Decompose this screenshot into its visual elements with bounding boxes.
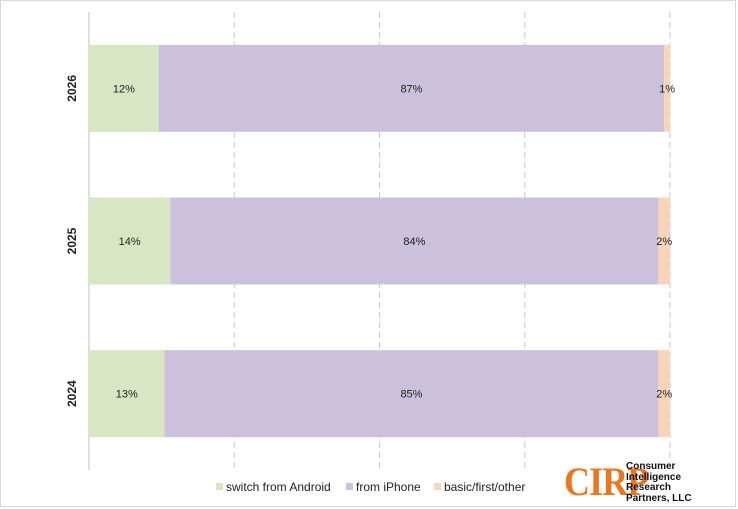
data-label-2024-series-2: 2% <box>656 389 672 401</box>
bar-2024-series-2 <box>658 350 670 438</box>
logo-line-1: Consumer <box>626 461 676 472</box>
bar-2026-series-1 <box>158 44 665 132</box>
bar-2025-series-1 <box>170 197 659 285</box>
bar-2026-series-0 <box>89 44 159 132</box>
data-label-2026-series-0: 12% <box>113 83 135 95</box>
data-label-2025-series-2: 2% <box>656 236 672 248</box>
data-label-2024-series-1: 85% <box>400 389 422 401</box>
y-tick-label-2024: 2024 <box>65 380 79 407</box>
y-tick-label-2026: 2026 <box>65 75 79 102</box>
legend-label-2: basic/first/other <box>444 480 525 494</box>
bar-2025-series-0 <box>89 197 171 285</box>
logo-mark: CIRP <box>564 459 649 504</box>
data-label-2024-series-0: 13% <box>116 389 138 401</box>
bar-2025-series-2 <box>658 197 670 285</box>
logo-line-4: Partners, LLC <box>626 492 692 504</box>
data-label-2026-series-2: 1% <box>659 83 675 95</box>
data-label-2025-series-0: 14% <box>119 236 141 248</box>
logo-line-2: Intelligence <box>626 471 682 483</box>
logo-line-3: Research <box>626 482 672 493</box>
legend-label-1: from iPhone <box>356 480 421 494</box>
data-label-2026-series-1: 87% <box>400 83 422 95</box>
bar-2026-series-2 <box>664 44 670 132</box>
legend-label-0: switch from Android <box>226 480 331 494</box>
y-tick-label-2025: 2025 <box>65 227 79 254</box>
legend-swatch-1 <box>346 483 353 490</box>
logo-text: Consumer Intelligence Research Partners,… <box>626 461 692 504</box>
bar-2024-series-0 <box>89 350 165 438</box>
data-label-2025-series-1: 84% <box>403 236 425 248</box>
legend-swatch-0 <box>216 483 223 490</box>
legend-swatch-2 <box>434 483 441 490</box>
bar-2024-series-1 <box>164 350 659 438</box>
cirp-logo: CIRP Consumer Intelligence Research Part… <box>564 460 714 506</box>
